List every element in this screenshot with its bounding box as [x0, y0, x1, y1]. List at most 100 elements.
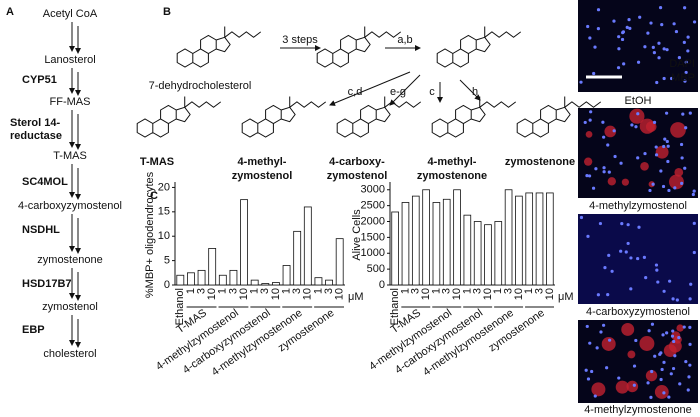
y-tick-label: 2500 [361, 200, 385, 212]
nucleus [586, 377, 591, 381]
enzyme: NSDHL [22, 224, 60, 236]
step-label: a,b [397, 34, 412, 46]
y-tick-label: 3000 [361, 184, 385, 196]
x-tick-label: 10 [513, 288, 525, 300]
nucleus [636, 256, 640, 261]
mbp-signal [621, 322, 635, 336]
bar [187, 272, 195, 286]
nucleus [602, 323, 606, 327]
bar [261, 283, 270, 286]
x-tick-label: 10 [451, 288, 463, 300]
structure [436, 26, 522, 68]
nucleus [667, 188, 671, 193]
nucleus [659, 351, 663, 355]
x-tick-label: 10 [302, 288, 314, 300]
unit-label: μM [348, 291, 364, 303]
bar [411, 195, 420, 286]
nucleus [585, 324, 589, 329]
nucleus [629, 256, 633, 260]
structure-name: 4-methyl- [428, 156, 477, 168]
nucleus [654, 153, 659, 157]
nucleus [656, 280, 660, 284]
nucleus [679, 142, 684, 147]
enzyme: Sterol 14- [10, 117, 60, 129]
y-tick-label: 10 [158, 230, 170, 242]
nucleus [602, 166, 606, 170]
x-tick-label: 3 [227, 288, 239, 294]
structure [136, 96, 222, 138]
nucleus [659, 377, 663, 382]
bar [453, 189, 461, 286]
nucleus [644, 276, 648, 280]
x-tick-label: 10 [544, 288, 556, 300]
nucleus [646, 31, 650, 35]
nucleus [668, 279, 672, 283]
bar [293, 230, 302, 286]
nucleus [692, 221, 696, 225]
mbp-signal [584, 157, 593, 166]
nucleus [621, 30, 625, 35]
nucleus [673, 186, 677, 190]
nucleus [593, 45, 597, 49]
nucleus [662, 47, 666, 51]
nucleus [680, 181, 684, 185]
nucleus [601, 120, 605, 124]
nucleus [648, 188, 652, 193]
nucleus [588, 118, 592, 122]
bar [494, 221, 503, 286]
nucleus [692, 250, 696, 255]
nucleus [684, 70, 688, 75]
bar [422, 189, 430, 286]
mbp-signal [655, 145, 669, 159]
bar [229, 269, 238, 286]
bar [314, 277, 323, 286]
mbp-signal [640, 161, 649, 171]
structure-name: zymostenone [505, 156, 575, 168]
x-tick-label: 3 [259, 288, 271, 294]
nucleus [590, 369, 594, 374]
panel-label: A [6, 6, 14, 18]
bar [401, 202, 410, 286]
bar [525, 192, 534, 286]
nucleus [663, 137, 667, 141]
step-label: 3 steps [282, 34, 318, 46]
nucleus [669, 372, 673, 376]
nucleus [680, 156, 684, 160]
nucleus [588, 36, 592, 40]
x-tick-label: 3 [410, 288, 422, 294]
x-tick-label: 1 [430, 288, 442, 294]
nucleus [586, 234, 590, 238]
structure [176, 26, 262, 68]
compound: zymostenol [42, 301, 98, 313]
x-tick-label: 1 [280, 288, 292, 294]
nucleus [619, 249, 623, 253]
nucleus [585, 174, 589, 178]
nucleus [688, 342, 692, 346]
structure [316, 26, 402, 68]
nucleus [594, 167, 598, 171]
nucleus [659, 169, 663, 173]
nucleus [602, 170, 606, 174]
nucleus [655, 80, 659, 85]
nucleus [612, 19, 616, 23]
y-tick-label: 0 [164, 279, 170, 291]
nucleus [620, 37, 625, 42]
nucleus [638, 15, 642, 19]
nucleus [662, 76, 666, 81]
y-axis-label: %MBP+ oligodendrocytes [144, 171, 156, 298]
nucleus [661, 333, 665, 337]
nucleus [647, 329, 651, 333]
step-label: c,d [348, 86, 363, 98]
mbp-signal [615, 380, 629, 394]
structure [516, 96, 602, 138]
nucleus [688, 325, 692, 329]
arrow [389, 74, 421, 106]
nucleus [630, 123, 634, 127]
step-label: h [472, 86, 478, 98]
structure [241, 96, 327, 138]
nucleus [617, 47, 621, 51]
nucleus [651, 45, 655, 49]
nucleus [636, 156, 640, 160]
nucleus [619, 161, 623, 165]
nucleus [686, 35, 690, 39]
